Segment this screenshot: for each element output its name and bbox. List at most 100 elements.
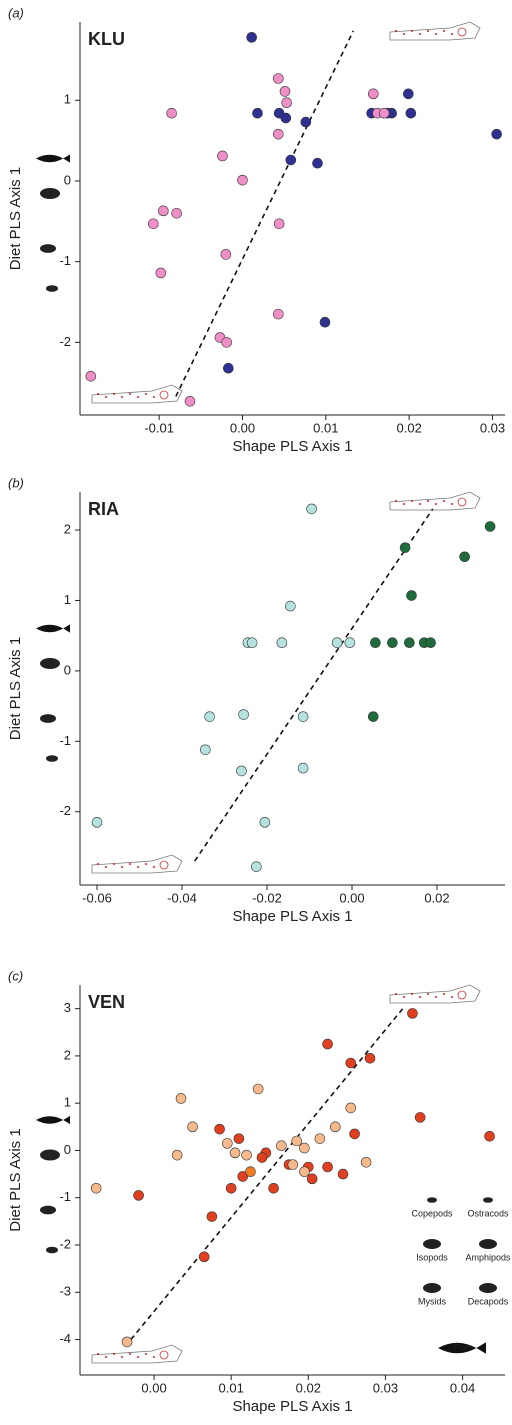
point <box>314 1133 326 1144</box>
landmark <box>395 500 397 502</box>
point <box>198 1251 210 1263</box>
landmark <box>121 866 123 868</box>
y-tick-label: -1 <box>59 733 71 748</box>
point <box>330 1121 341 1133</box>
point <box>331 637 343 649</box>
legend-label: Ostracods <box>467 1208 509 1218</box>
point <box>281 97 292 108</box>
point <box>214 1123 225 1135</box>
skull-eye <box>457 990 467 1000</box>
point <box>85 370 97 382</box>
point <box>273 218 285 230</box>
landmark <box>145 393 147 395</box>
point <box>364 1052 376 1064</box>
point <box>251 861 262 872</box>
panel-title: RIA <box>88 499 119 519</box>
landmark <box>427 993 429 995</box>
y-tick-label: 2 <box>64 1047 71 1062</box>
landmark <box>145 863 147 865</box>
fish-icon <box>36 1115 70 1125</box>
x-tick-label: 0.01 <box>219 1380 244 1395</box>
landmark <box>451 503 453 505</box>
y-tick-label: 0 <box>64 172 71 187</box>
point <box>273 128 284 140</box>
x-tick-label: 0.00 <box>141 1380 166 1395</box>
landmark <box>443 993 445 995</box>
point <box>403 88 414 100</box>
landmark <box>97 863 99 865</box>
point <box>268 1182 279 1194</box>
landmark <box>403 33 405 35</box>
landmark <box>153 866 155 868</box>
y-tick-label: 2 <box>64 521 71 536</box>
point <box>245 1166 256 1178</box>
legend-label: Amphipods <box>465 1252 511 1262</box>
y-tick-label: -2 <box>59 1236 71 1251</box>
landmark <box>97 1353 99 1355</box>
point <box>259 817 271 828</box>
point <box>184 395 196 407</box>
prey-icon <box>423 1283 441 1293</box>
skull-outline <box>389 21 481 41</box>
landmark <box>105 866 107 868</box>
prey-icon <box>40 1149 60 1161</box>
point <box>349 1128 360 1140</box>
y-tick-label: 0 <box>64 1142 71 1157</box>
legend-label: Mysids <box>418 1296 447 1306</box>
point <box>246 637 258 649</box>
x-tick-label: 0.03 <box>480 420 505 435</box>
landmark <box>137 866 139 868</box>
prey-icon <box>46 285 58 292</box>
trend-line <box>130 1005 406 1341</box>
x-axis-label: Shape PLS Axis 1 <box>232 438 352 455</box>
point <box>491 128 502 140</box>
point <box>345 1057 357 1069</box>
x-tick-label: -0.02 <box>252 890 282 905</box>
legend-label: Fish <box>453 1342 470 1352</box>
landmark <box>137 1356 139 1358</box>
point <box>306 1173 318 1185</box>
point <box>406 590 417 601</box>
x-tick-label: -0.01 <box>144 420 174 435</box>
point <box>368 88 379 100</box>
landmark <box>395 30 397 32</box>
y-tick-label: -4 <box>59 1331 71 1346</box>
point <box>225 1182 237 1194</box>
fish-icon <box>36 624 70 633</box>
point <box>158 205 169 217</box>
point <box>287 1159 299 1170</box>
point <box>148 218 159 230</box>
point <box>200 744 211 756</box>
landmark <box>113 393 115 395</box>
point <box>223 362 234 374</box>
point <box>407 1008 418 1019</box>
landmark <box>129 1353 131 1355</box>
landmark <box>411 500 413 502</box>
point <box>367 711 379 722</box>
point <box>221 337 232 348</box>
point <box>306 503 317 515</box>
point <box>344 637 356 649</box>
landmark <box>451 996 453 998</box>
panel-label: (b) <box>8 475 24 490</box>
panel-title: VEN <box>88 992 125 1012</box>
landmark <box>419 996 421 998</box>
point <box>337 1168 349 1180</box>
point <box>187 1121 198 1133</box>
landmark <box>105 1356 107 1358</box>
landmark <box>129 393 131 395</box>
x-tick-label: 0.03 <box>373 1380 398 1395</box>
point <box>399 542 411 553</box>
landmark <box>403 503 405 505</box>
point <box>155 267 167 279</box>
point <box>459 551 470 563</box>
landmark <box>153 396 155 398</box>
point <box>378 107 390 119</box>
landmark <box>137 396 139 398</box>
point <box>256 1152 268 1163</box>
skull-outline <box>91 384 183 404</box>
x-tick-label: 0.02 <box>296 1380 321 1395</box>
y-tick-label: -2 <box>59 803 71 818</box>
panel-label: (c) <box>8 968 23 983</box>
point <box>322 1161 333 1173</box>
